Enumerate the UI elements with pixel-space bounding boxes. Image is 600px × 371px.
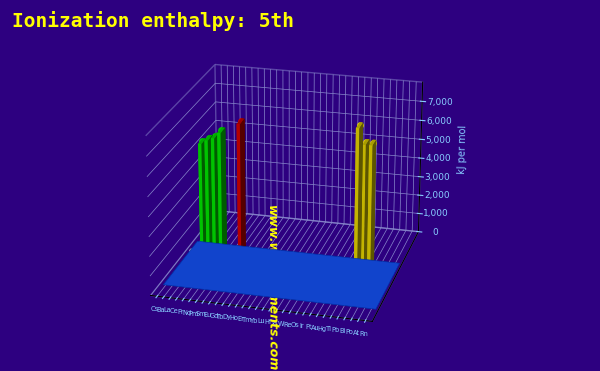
Text: Ionization enthalpy: 5th: Ionization enthalpy: 5th [12,11,294,31]
